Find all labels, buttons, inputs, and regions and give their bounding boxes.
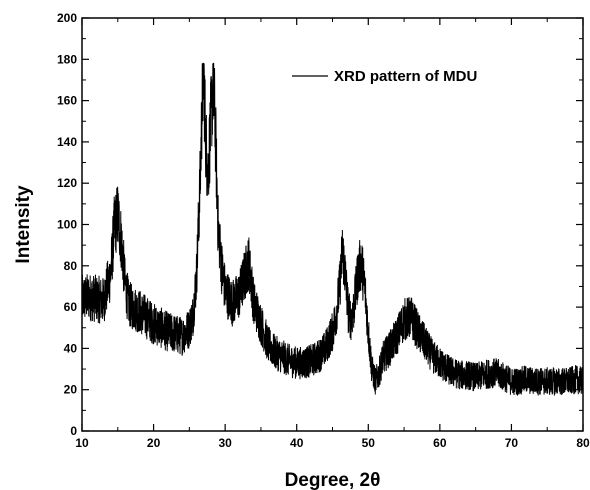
y-tick-label: 140 [57,135,77,149]
y-tick-label: 80 [64,259,78,273]
x-tick-label: 70 [505,436,519,450]
x-tick-label: 30 [218,436,232,450]
series-line-xrd-pattern [81,62,584,396]
legend: XRD pattern of MDU [292,68,477,85]
plot-frame [81,17,584,432]
x-tick-label: 50 [362,436,376,450]
y-tick-label: 180 [57,52,77,66]
y-axis-title: Intensity [13,185,34,264]
legend-label: XRD pattern of MDU [334,68,477,85]
y-tick-label: 60 [64,300,78,314]
y-tick-label: 120 [57,176,77,190]
y-tick-label: 0 [70,424,77,438]
x-tick-label: 40 [290,436,304,450]
x-axis-title: Degree, 2θ [285,470,381,490]
y-tick-label: 200 [57,11,77,25]
x-tick-label: 80 [576,436,590,450]
x-tick-label: 20 [147,436,161,450]
x-tick-label: 10 [75,436,89,450]
x-tick-label: 60 [433,436,447,450]
y-tick-label: 100 [57,218,77,232]
y-tick-label: 40 [64,341,78,355]
y-tick-label: 20 [64,383,78,397]
y-tick-label: 160 [57,94,77,108]
tick-labels-layer: 10 20 30 40 50 60 70 80 0 20 40 60 80 100 120 140 160 180… [57,11,590,450]
